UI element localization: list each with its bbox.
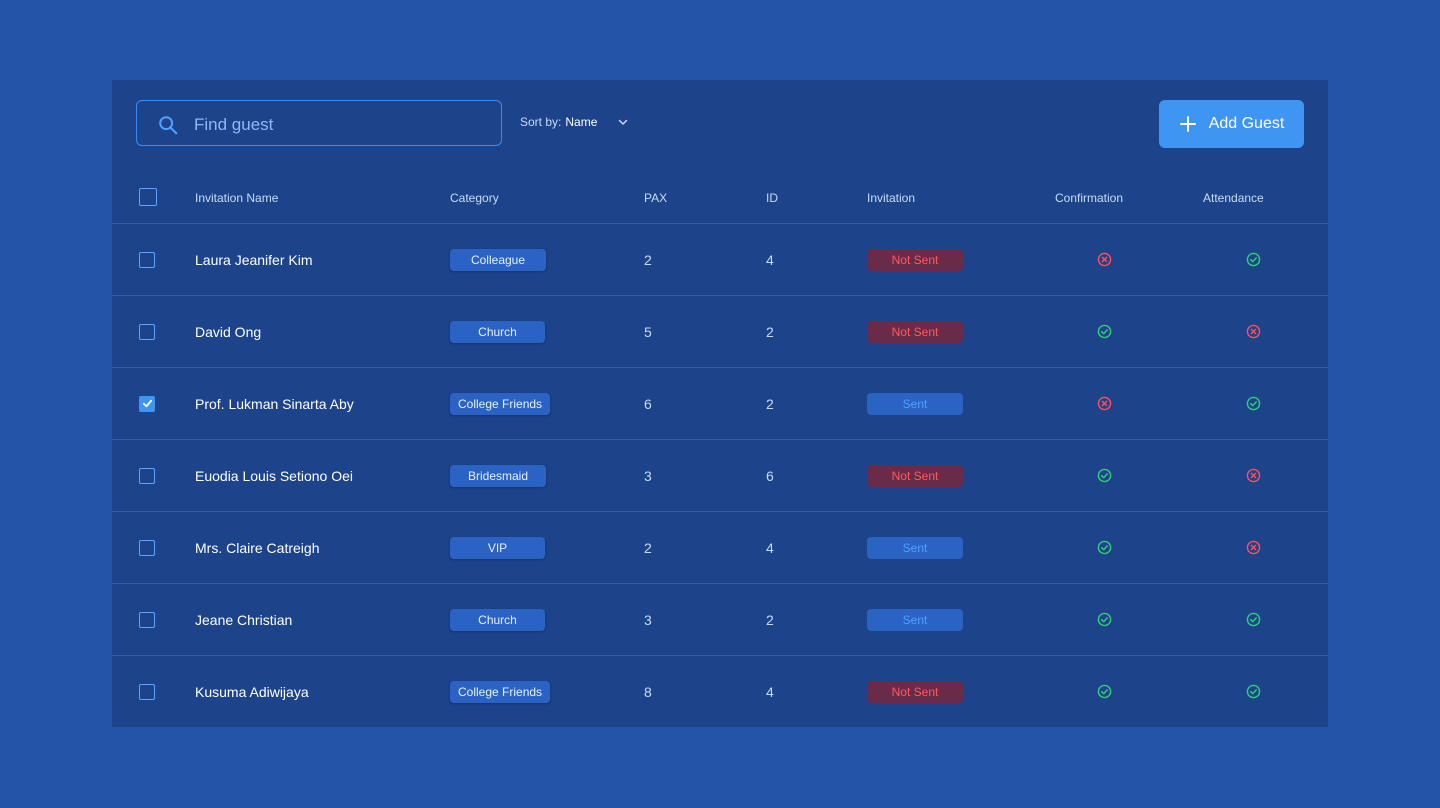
check-circle-icon [1246, 368, 1261, 439]
check-circle-icon [1097, 440, 1112, 511]
invitation-status-badge: Not Sent [867, 320, 963, 343]
category-badge: Bridesmaid [450, 464, 546, 487]
guest-name: Mrs. Claire Catreigh [195, 539, 320, 556]
table-body: Laura Jeanifer Kim Colleague 2 4 Not Sen… [112, 223, 1328, 727]
row-checkbox[interactable] [139, 467, 155, 484]
category-badge: College Friends [450, 392, 551, 415]
invitation-status-badge: Not Sent [867, 464, 963, 487]
x-circle-icon [1097, 368, 1112, 439]
header-id[interactable]: ID [766, 191, 778, 205]
guest-name: Euodia Louis Setiono Oei [195, 467, 353, 484]
pax-value: 2 [644, 539, 652, 556]
invitation-status-badge: Sent [867, 608, 963, 631]
pax-value: 2 [644, 251, 652, 268]
table-row[interactable]: Prof. Lukman Sinarta Aby College Friends… [112, 367, 1328, 439]
table-row[interactable]: David Ong Church 5 2 Not Sent [112, 295, 1328, 367]
id-value: 2 [766, 395, 774, 412]
id-value: 4 [766, 683, 774, 700]
guest-name: Laura Jeanifer Kim [195, 251, 313, 268]
guest-name: Kusuma Adiwijaya [195, 683, 309, 700]
check-circle-icon [1246, 656, 1261, 727]
pax-value: 8 [644, 683, 652, 700]
x-circle-icon [1246, 440, 1261, 511]
add-guest-label: Add Guest [1208, 115, 1285, 132]
search-input[interactable] [192, 111, 486, 139]
check-circle-icon [1246, 224, 1261, 295]
pax-value: 3 [644, 611, 652, 628]
invitation-status-badge: Sent [867, 392, 963, 415]
check-circle-icon [1097, 584, 1112, 655]
category-badge: College Friends [450, 680, 551, 703]
id-value: 6 [766, 467, 774, 484]
chevron-down-icon [619, 119, 628, 125]
invitation-status-badge: Not Sent [867, 248, 963, 271]
header-category[interactable]: Category [450, 191, 499, 205]
row-checkbox[interactable] [139, 539, 155, 556]
row-checkbox[interactable] [139, 395, 155, 412]
x-circle-icon [1246, 512, 1261, 583]
table-row[interactable]: Laura Jeanifer Kim Colleague 2 4 Not Sen… [112, 223, 1328, 295]
id-value: 4 [766, 539, 774, 556]
table-row[interactable]: Jeane Christian Church 3 2 Sent [112, 583, 1328, 655]
check-circle-icon [1097, 512, 1112, 583]
row-checkbox[interactable] [139, 611, 155, 628]
id-value: 2 [766, 611, 774, 628]
plus-icon [1179, 116, 1196, 132]
toolbar: Sort by: Name Add Guest [112, 80, 1328, 224]
pax-value: 6 [644, 395, 652, 412]
check-circle-icon [1097, 296, 1112, 367]
sort-value: Name [565, 115, 598, 129]
pax-value: 5 [644, 323, 652, 340]
search-box[interactable] [136, 100, 502, 146]
header-invitation-name[interactable]: Invitation Name [195, 191, 279, 205]
sort-label: Sort by: [520, 115, 562, 129]
category-badge: VIP [450, 536, 545, 559]
table-row[interactable]: Euodia Louis Setiono Oei Bridesmaid 3 6 … [112, 439, 1328, 511]
guest-list-panel: Sort by: Name Add Guest Invitation Name … [112, 80, 1328, 727]
header-attendance[interactable]: Attendance [1203, 191, 1264, 205]
id-value: 4 [766, 251, 774, 268]
row-checkbox[interactable] [139, 683, 155, 700]
row-checkbox[interactable] [139, 323, 155, 340]
x-circle-icon [1097, 224, 1112, 295]
x-circle-icon [1246, 296, 1261, 367]
guest-name: Prof. Lukman Sinarta Aby [195, 395, 354, 412]
pax-value: 3 [644, 467, 652, 484]
select-all-checkbox[interactable] [139, 188, 157, 206]
sort-dropdown[interactable]: Sort by: Name [520, 115, 629, 129]
id-value: 2 [766, 323, 774, 340]
check-circle-icon [1097, 656, 1112, 727]
header-confirmation[interactable]: Confirmation [1055, 191, 1124, 205]
table-row[interactable]: Mrs. Claire Catreigh VIP 2 4 Sent [112, 511, 1328, 583]
table-row[interactable]: Kusuma Adiwijaya College Friends 8 4 Not… [112, 655, 1328, 727]
row-checkbox[interactable] [139, 251, 155, 268]
category-badge: Colleague [450, 248, 546, 271]
invitation-status-badge: Not Sent [867, 680, 963, 703]
category-badge: Church [450, 608, 545, 631]
header-invitation[interactable]: Invitation [867, 191, 916, 205]
search-icon [159, 116, 178, 135]
add-guest-button[interactable]: Add Guest [1159, 100, 1304, 148]
invitation-status-badge: Sent [867, 536, 963, 559]
guest-name: Jeane Christian [195, 611, 293, 628]
check-circle-icon [1246, 584, 1261, 655]
category-badge: Church [450, 320, 545, 343]
guest-name: David Ong [195, 323, 262, 340]
header-pax[interactable]: PAX [644, 191, 668, 205]
